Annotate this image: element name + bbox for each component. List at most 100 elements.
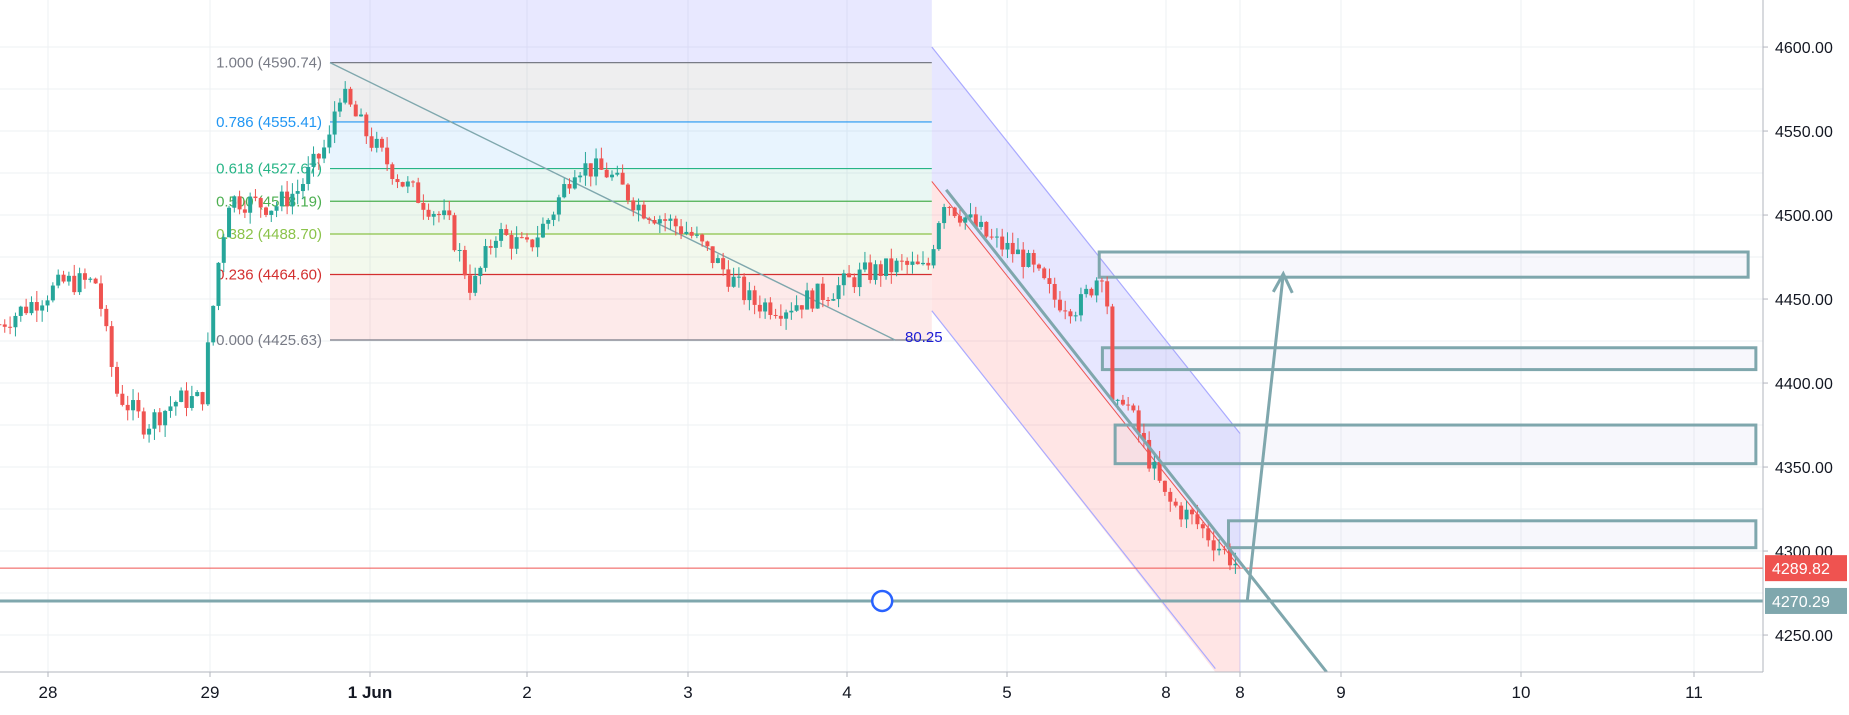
candle-body: [525, 237, 529, 240]
candle-body: [189, 396, 194, 408]
time-tick-label: 5: [1002, 683, 1011, 702]
candle-body: [34, 302, 39, 311]
fib-band: [330, 168, 932, 202]
candle-body: [462, 249, 467, 276]
candle-body: [295, 191, 300, 194]
candle-body: [936, 223, 941, 250]
fib-level-label: 0.618 (4527.67): [216, 161, 322, 178]
candle-body: [221, 237, 226, 263]
horizontal-lines: [0, 567, 1763, 613]
candle-body: [227, 207, 232, 238]
candle-body: [1162, 480, 1167, 492]
candle-body: [379, 138, 384, 148]
candle-body: [1227, 549, 1232, 566]
trend-lines: [945, 188, 1328, 673]
candle-body: [784, 312, 789, 319]
arrow-head: [1271, 270, 1294, 294]
candle-body: [663, 219, 668, 221]
candle-body: [857, 269, 862, 288]
channel-upper-fill: [931, 47, 1240, 568]
candle-body: [374, 138, 379, 148]
candle-body: [50, 285, 55, 301]
candle-body: [400, 182, 405, 187]
candle-body: [668, 218, 673, 221]
candle-body: [390, 164, 395, 180]
candle-body: [752, 290, 757, 305]
candle-body: [337, 102, 342, 112]
candle-body: [1068, 311, 1073, 317]
candle-body: [279, 191, 284, 207]
candle-body: [546, 219, 551, 224]
candle-body: [8, 326, 13, 328]
candle-body: [488, 246, 493, 248]
candle-body: [968, 214, 973, 218]
candle-body: [984, 221, 989, 237]
candle-body: [509, 234, 514, 249]
candle-body: [610, 174, 615, 178]
fib-band: [330, 274, 932, 340]
candle-body: [556, 197, 561, 215]
candle-body: [322, 147, 327, 159]
candle-body: [899, 260, 904, 262]
candle-body: [200, 392, 205, 405]
candle-body: [836, 285, 841, 300]
candle-body: [173, 401, 178, 407]
candle-body: [457, 249, 462, 251]
candle-body: [679, 226, 684, 234]
candle-body: [1136, 410, 1141, 433]
candle-body: [421, 202, 426, 210]
candle-body: [841, 273, 846, 286]
candle-body: [889, 258, 894, 273]
candle-body: [1206, 528, 1211, 541]
candle-body: [820, 283, 825, 300]
candle-body: [1222, 548, 1227, 550]
price-axis: 4600.00 4550.00 4500.00 4450.00 4400.00 4350.…: [1762, 0, 1849, 710]
candle-body: [684, 231, 689, 234]
price-label-bg: [1765, 587, 1847, 614]
candle-body: [979, 221, 984, 227]
candle-body: [567, 184, 572, 189]
candle-body: [1026, 253, 1031, 267]
candle-body: [18, 306, 23, 316]
time-tick-label: 11: [1685, 683, 1703, 702]
candle-body: [1200, 524, 1205, 529]
candle-body: [468, 275, 473, 293]
candle-body: [348, 88, 353, 105]
candle-body: [1126, 404, 1131, 406]
candle-body: [615, 172, 620, 175]
line-drag-handle[interactable]: [870, 589, 894, 613]
fib-level-label: 0.236 (4464.60): [216, 267, 322, 284]
fib-annotation: 80.25: [905, 329, 943, 346]
candle-body: [1157, 461, 1162, 481]
candle-body: [604, 169, 609, 178]
channel-lower-line: [931, 310, 1216, 670]
candle-body: [1078, 294, 1083, 316]
candle-body: [77, 273, 82, 293]
candle-body: [952, 207, 957, 217]
price-tick-label: 4400.00: [1775, 376, 1833, 393]
candle-body: [82, 273, 87, 280]
candle-body: [657, 219, 662, 224]
candle-body: [778, 315, 783, 319]
price-label-bg: [1765, 555, 1847, 582]
price-tick-label: 4500.00: [1775, 208, 1833, 225]
candle-body: [157, 412, 162, 426]
candle-body: [736, 276, 741, 278]
candle-body: [1184, 509, 1189, 520]
candle-body: [805, 290, 810, 310]
zone-rectangle: [1113, 423, 1758, 466]
time-tick-label: 2: [522, 683, 531, 702]
candle-body: [483, 246, 488, 268]
candle-body: [1131, 405, 1136, 411]
candle-body: [115, 366, 120, 394]
candle-body: [826, 299, 831, 301]
candle-body: [2, 324, 7, 327]
candle-body: [647, 218, 652, 220]
candle-body: [473, 275, 478, 293]
candle-body: [253, 196, 258, 199]
candle-body: [1120, 399, 1125, 405]
time-axis-bg: [0, 672, 1849, 710]
candle-body: [710, 246, 715, 263]
